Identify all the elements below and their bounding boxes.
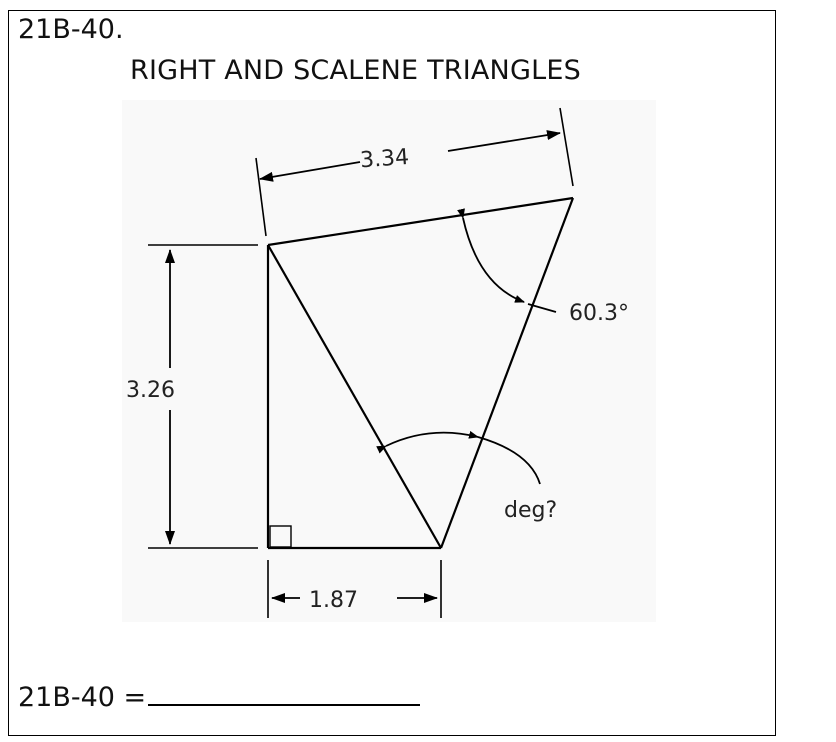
known-angle-leader [527, 303, 557, 313]
problem-number: 21B-40. [18, 14, 124, 45]
answer-blank[interactable] [148, 678, 421, 706]
dimension-top-label: 3.34 [359, 145, 410, 173]
problem-frame [8, 10, 776, 736]
unknown-angle-label: deg? [504, 498, 557, 523]
scalene-top-side [267, 196, 574, 247]
right-angle-marker [269, 525, 292, 548]
known-angle-arc [457, 208, 525, 303]
extension-line-top-end [559, 107, 574, 187]
figure-background [122, 100, 656, 622]
dimension-top-arrow-right [447, 130, 561, 152]
scalene-right-side [439, 197, 575, 549]
dimension-left-label: 3.26 [126, 378, 175, 403]
unknown-angle-leader [477, 436, 541, 485]
unknown-angle-arc [376, 430, 479, 454]
problem-title: RIGHT AND SCALENE TRIANGLES [130, 55, 581, 86]
shared-hypotenuse [267, 244, 442, 549]
answer-line: 21B-40 = [18, 678, 421, 713]
dimension-top-arrow-left [259, 161, 361, 182]
answer-label: 21B-40 = [18, 682, 147, 713]
dimension-bottom-label: 1.87 [309, 588, 358, 613]
extension-line-top-start [255, 157, 267, 237]
known-angle-label: 60.3° [569, 301, 629, 326]
